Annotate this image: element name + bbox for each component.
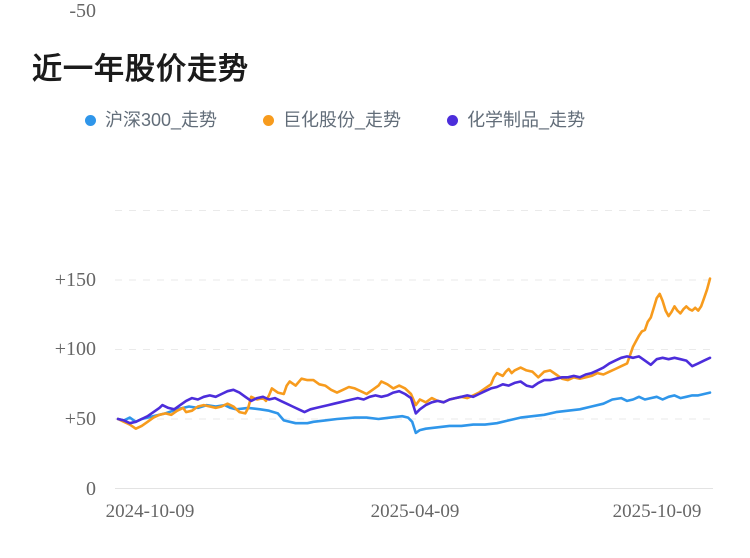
- legend-label: 化学制品_走势: [467, 110, 586, 130]
- x-axis-label: 2025-10-09: [612, 501, 702, 522]
- legend-item-hs300[interactable]: 沪深300_走势: [85, 111, 217, 129]
- chart-legend: 沪深300_走势 巨化股份_走势 化学制品_走势: [85, 111, 585, 129]
- page-title: 近一年股价走势: [32, 53, 249, 87]
- x-axis-label: 2025-04-09: [370, 501, 460, 522]
- legend-label: 巨化股份_走势: [283, 110, 402, 130]
- legend-item-juhua[interactable]: 巨化股份_走势: [263, 111, 401, 129]
- series-dot-icon: [263, 114, 275, 126]
- y-axis-label: +150: [54, 269, 96, 291]
- y-axis-label: -50: [69, 0, 96, 22]
- x-axis-label: 2024-10-09: [105, 501, 195, 522]
- series-dot-icon: [85, 114, 96, 126]
- y-axis-label: +100: [54, 338, 96, 360]
- series-line[interactable]: [116, 355, 712, 425]
- y-axis-label: 0: [86, 478, 96, 500]
- legend-label: 沪深300_走势: [105, 110, 218, 130]
- y-axis-label: +50: [64, 408, 96, 430]
- legend-item-chemical[interactable]: 化学制品_走势: [447, 111, 585, 129]
- series-dot-icon: [447, 114, 459, 126]
